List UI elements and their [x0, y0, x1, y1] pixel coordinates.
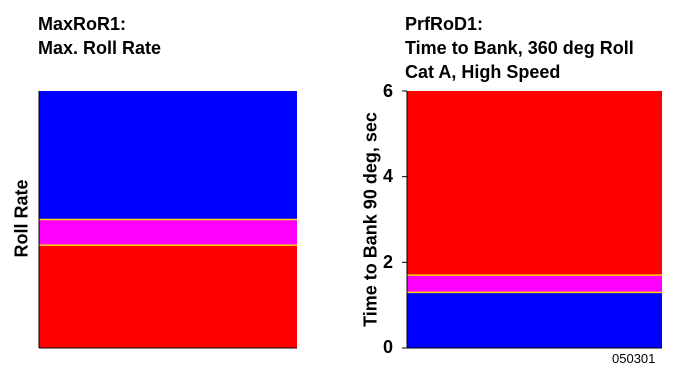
left-chart-title-line-1: MaxRoR1: [38, 14, 127, 34]
right-chart-title-line-3: Cat A, High Speed [405, 62, 561, 82]
left-chart-band-2 [39, 91, 297, 220]
figure-code-label: 050301 [612, 351, 656, 366]
right-chart-title-line-1: PrfRoD1: [405, 14, 484, 34]
right-chart-y-tick-label-4: 4 [382, 166, 393, 186]
right-chart-y-tick-label-2: 2 [382, 252, 393, 272]
left-chart-title-line-2: Max. Roll Rate [38, 38, 162, 58]
right-chart-plot-area [402, 90, 662, 349]
left-chart-band-0 [39, 245, 297, 348]
left-chart-band-1 [39, 219, 297, 246]
right-chart-y-tick-label-0: 0 [382, 337, 393, 357]
right-chart-y-tick-label-6: 6 [382, 81, 393, 101]
right-chart-band-1 [407, 275, 662, 293]
right-chart-band-2 [407, 91, 662, 276]
right-chart-title-line-2: Time to Bank, 360 deg Roll [405, 38, 634, 58]
left-chart-plot-area [38, 91, 297, 349]
right-chart-band-0 [407, 292, 662, 348]
